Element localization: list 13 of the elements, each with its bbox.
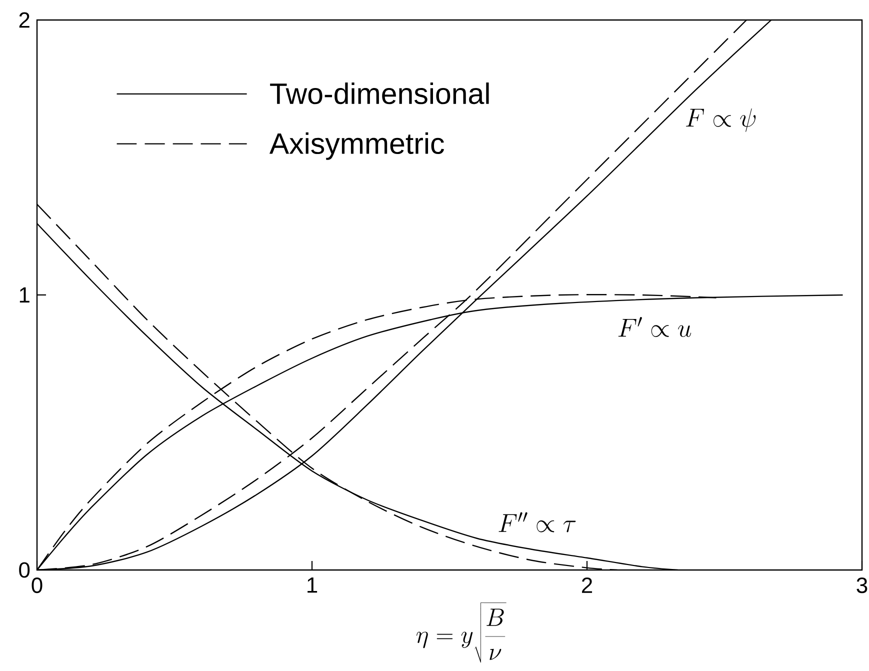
- x-tick-label: 0: [32, 578, 42, 594]
- legend-label: Axisymmetric: [269, 132, 444, 160]
- x-tick-label: 3: [856, 578, 868, 594]
- annotation: $F \propto \psi$: [686, 108, 756, 132]
- y-tick-label: 0: [19, 562, 30, 578]
- x-tick-label: 2: [582, 578, 592, 593]
- y-tick-label: 2: [19, 12, 30, 28]
- y-tick-label: 1: [20, 287, 30, 303]
- annotation: $F' \propto u$: [618, 317, 692, 337]
- legend-label: Two-dimensional: [270, 82, 489, 104]
- x-axis-title: $\eta = y\sqrt{\frac{B}{\nu}}$: [416, 602, 506, 663]
- x-tick-label: 1: [308, 578, 318, 593]
- annotation: $F'' \propto \tau$: [498, 512, 576, 532]
